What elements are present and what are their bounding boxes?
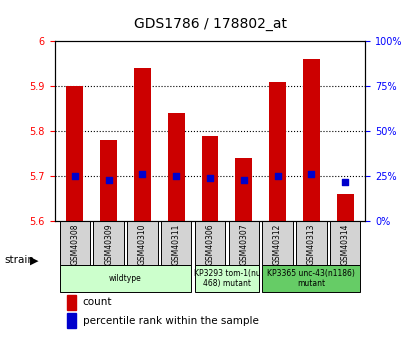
Text: strain: strain xyxy=(4,256,34,265)
Bar xyxy=(303,59,320,221)
Text: GDS1786 / 178802_at: GDS1786 / 178802_at xyxy=(134,17,286,31)
Text: GSM40306: GSM40306 xyxy=(205,223,215,265)
Bar xyxy=(168,113,185,221)
Bar xyxy=(262,265,360,292)
Bar xyxy=(195,221,225,265)
Bar xyxy=(127,221,158,265)
Text: GSM40314: GSM40314 xyxy=(341,223,349,265)
Text: GSM40307: GSM40307 xyxy=(239,223,248,265)
Bar xyxy=(337,194,354,221)
Bar xyxy=(202,136,218,221)
Point xyxy=(105,177,112,183)
Bar xyxy=(330,221,360,265)
Text: KP3293 tom-1(nu
468) mutant: KP3293 tom-1(nu 468) mutant xyxy=(194,269,260,288)
Point xyxy=(207,175,213,181)
Text: percentile rank within the sample: percentile rank within the sample xyxy=(83,316,258,326)
Bar xyxy=(195,265,259,292)
Bar xyxy=(228,221,259,265)
Bar xyxy=(93,221,124,265)
Text: GSM40308: GSM40308 xyxy=(71,223,79,265)
Text: GSM40313: GSM40313 xyxy=(307,223,316,265)
Bar xyxy=(100,140,117,221)
Point xyxy=(71,174,78,179)
Bar xyxy=(66,86,83,221)
Bar xyxy=(235,158,252,221)
Text: GSM40311: GSM40311 xyxy=(172,223,181,265)
Bar xyxy=(296,221,327,265)
Text: GSM40309: GSM40309 xyxy=(104,223,113,265)
Point xyxy=(139,171,146,177)
Text: count: count xyxy=(83,297,112,307)
Text: ▶: ▶ xyxy=(30,256,39,265)
Bar xyxy=(60,221,90,265)
Bar xyxy=(67,295,76,310)
Bar xyxy=(269,82,286,221)
Text: KP3365 unc-43(n1186)
mutant: KP3365 unc-43(n1186) mutant xyxy=(268,269,355,288)
Bar xyxy=(67,313,76,328)
Bar xyxy=(161,221,192,265)
Point xyxy=(342,179,349,184)
Bar xyxy=(134,68,151,221)
Text: wildtype: wildtype xyxy=(109,274,142,283)
Bar xyxy=(262,221,293,265)
Text: GSM40310: GSM40310 xyxy=(138,223,147,265)
Point xyxy=(308,171,315,177)
Text: GSM40312: GSM40312 xyxy=(273,223,282,265)
Bar xyxy=(60,265,192,292)
Point xyxy=(274,174,281,179)
Point xyxy=(173,174,180,179)
Point xyxy=(240,177,247,183)
